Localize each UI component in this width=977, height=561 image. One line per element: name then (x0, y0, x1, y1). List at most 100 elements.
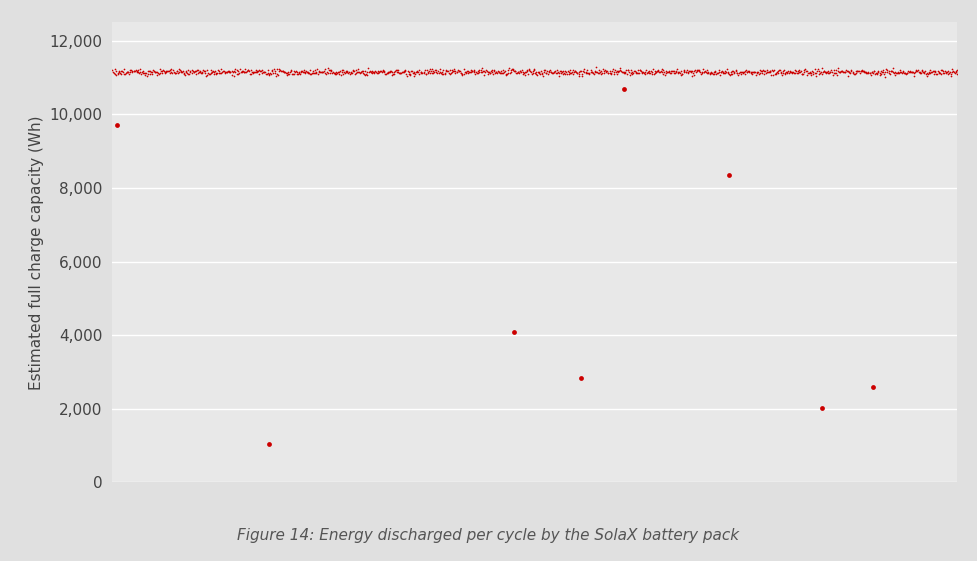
Point (572, 72, 587, 81)
Point (344, 68, 360, 77)
Point (514, 66, 530, 75)
Point (652, 67, 667, 76)
Point (360, 71, 375, 80)
Point (407, 70, 423, 79)
Point (463, 68, 479, 77)
Point (336, 65, 352, 74)
Point (728, 65, 743, 74)
Point (452, 68, 468, 77)
Point (866, 382, 881, 391)
Point (357, 70, 372, 79)
Point (902, 66, 917, 75)
Point (286, 66, 302, 75)
Point (862, 69, 877, 78)
Point (854, 67, 870, 76)
Point (126, 67, 142, 76)
Point (206, 70, 222, 79)
Point (254, 68, 270, 77)
Point (114, 67, 130, 76)
Point (892, 68, 908, 77)
Point (263, 70, 278, 79)
Point (693, 70, 708, 79)
Point (445, 66, 460, 75)
Point (697, 67, 712, 76)
Point (143, 69, 158, 78)
Point (857, 66, 872, 75)
Point (866, 67, 881, 76)
Point (112, 68, 128, 77)
Point (111, 67, 127, 76)
Point (183, 66, 198, 75)
Point (706, 70, 722, 79)
Point (340, 67, 356, 76)
Point (170, 68, 186, 77)
Point (250, 66, 266, 75)
Point (497, 66, 513, 75)
Point (713, 68, 729, 77)
Point (473, 67, 488, 76)
Point (687, 67, 702, 76)
Point (242, 70, 258, 79)
Point (443, 68, 458, 77)
Point (905, 68, 920, 77)
Point (863, 71, 878, 80)
Point (695, 69, 710, 78)
Point (513, 67, 529, 76)
Point (601, 68, 616, 77)
Point (668, 66, 684, 75)
Point (632, 66, 648, 75)
Point (221, 67, 236, 76)
Point (133, 68, 149, 77)
Point (229, 66, 244, 75)
Point (875, 66, 891, 75)
Point (914, 66, 930, 75)
Point (828, 68, 843, 77)
Point (370, 69, 386, 78)
Point (908, 68, 923, 77)
Point (631, 68, 647, 77)
Point (753, 66, 769, 75)
Point (916, 68, 932, 77)
Point (889, 68, 905, 77)
Point (704, 70, 720, 79)
Point (623, 66, 639, 75)
Point (635, 67, 651, 76)
Point (784, 68, 799, 77)
Point (214, 65, 230, 73)
Point (425, 68, 441, 77)
Point (798, 67, 814, 76)
Point (878, 65, 894, 74)
Point (198, 72, 214, 81)
Point (906, 67, 921, 76)
Point (152, 68, 168, 77)
Point (682, 67, 698, 76)
Point (165, 65, 181, 74)
Point (137, 68, 152, 77)
Point (604, 69, 619, 78)
Point (934, 65, 950, 74)
Point (782, 68, 797, 77)
Point (528, 69, 543, 78)
Point (806, 67, 822, 76)
Point (602, 68, 617, 77)
Point (231, 69, 246, 78)
Point (747, 68, 763, 77)
Point (442, 70, 457, 79)
Point (323, 65, 339, 74)
Point (903, 68, 918, 77)
Point (607, 66, 622, 75)
Point (929, 70, 945, 79)
Point (643, 68, 658, 77)
Point (243, 70, 259, 79)
Point (490, 67, 506, 76)
Point (686, 70, 701, 79)
Point (791, 67, 807, 76)
Point (616, 84, 631, 93)
Point (154, 68, 170, 77)
Point (424, 68, 440, 77)
Point (650, 67, 665, 76)
Point (538, 68, 554, 77)
Point (399, 70, 414, 79)
Point (268, 68, 283, 77)
Point (269, 65, 284, 73)
